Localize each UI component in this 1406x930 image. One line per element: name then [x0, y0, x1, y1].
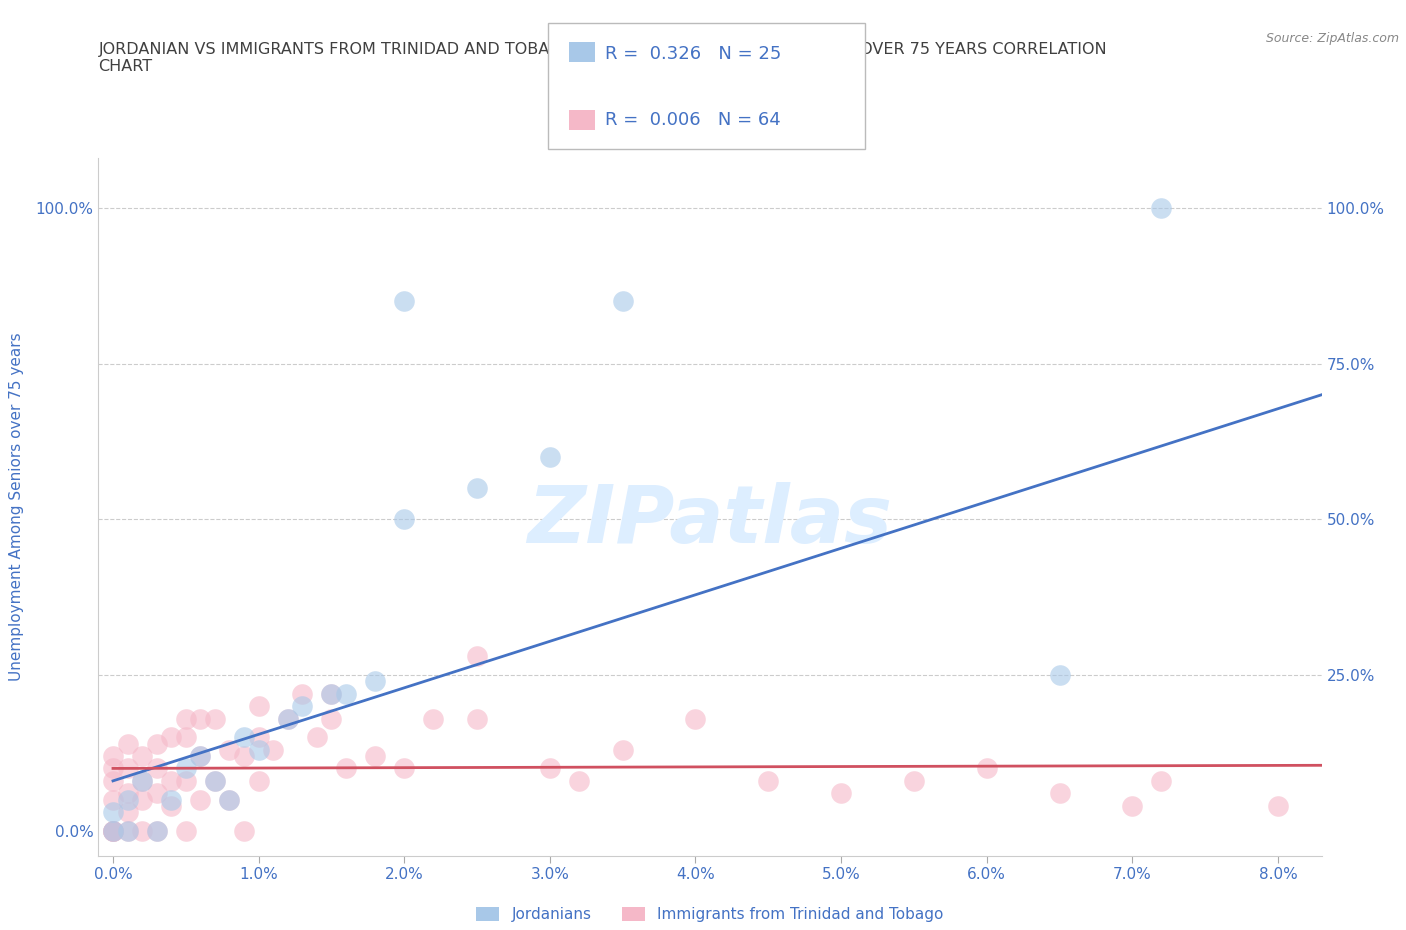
- Point: [465, 649, 488, 664]
- Text: ZIPatlas: ZIPatlas: [527, 482, 893, 560]
- Point: [117, 786, 139, 801]
- Point: [1049, 668, 1071, 683]
- Point: [218, 792, 240, 807]
- Point: [101, 823, 124, 838]
- Point: [1150, 774, 1173, 789]
- Y-axis label: Unemployment Among Seniors over 75 years: Unemployment Among Seniors over 75 years: [10, 333, 24, 681]
- Point: [160, 798, 183, 813]
- Point: [101, 804, 124, 819]
- Point: [101, 774, 124, 789]
- Point: [131, 792, 153, 807]
- Point: [160, 792, 183, 807]
- Point: [321, 711, 343, 726]
- Point: [538, 449, 561, 464]
- Point: [1267, 798, 1289, 813]
- Point: [233, 730, 256, 745]
- Point: [117, 736, 139, 751]
- Point: [174, 761, 197, 776]
- Point: [204, 711, 226, 726]
- Point: [321, 686, 343, 701]
- Point: [568, 774, 591, 789]
- Point: [160, 774, 183, 789]
- Point: [612, 742, 634, 757]
- Point: [903, 774, 925, 789]
- Point: [174, 730, 197, 745]
- Point: [305, 730, 328, 745]
- Point: [685, 711, 707, 726]
- Legend: Jordanians, Immigrants from Trinidad and Tobago: Jordanians, Immigrants from Trinidad and…: [471, 901, 949, 928]
- Point: [756, 774, 779, 789]
- Point: [538, 761, 561, 776]
- Point: [247, 774, 270, 789]
- Point: [612, 294, 634, 309]
- Point: [188, 749, 212, 764]
- Point: [247, 730, 270, 745]
- Point: [145, 761, 167, 776]
- Point: [188, 792, 212, 807]
- Point: [131, 749, 153, 764]
- Point: [117, 792, 139, 807]
- Point: [364, 673, 387, 688]
- Point: [422, 711, 444, 726]
- Point: [117, 804, 139, 819]
- Point: [101, 792, 124, 807]
- Point: [291, 698, 314, 713]
- Point: [131, 774, 153, 789]
- Point: [247, 698, 270, 713]
- Point: [1150, 201, 1173, 216]
- Point: [233, 823, 256, 838]
- Point: [262, 742, 284, 757]
- Point: [335, 761, 357, 776]
- Point: [218, 792, 240, 807]
- Point: [277, 711, 299, 726]
- Point: [174, 711, 197, 726]
- Point: [174, 823, 197, 838]
- Point: [131, 823, 153, 838]
- Point: [392, 294, 416, 309]
- Point: [101, 749, 124, 764]
- Point: [145, 823, 167, 838]
- Point: [465, 481, 488, 496]
- Text: JORDANIAN VS IMMIGRANTS FROM TRINIDAD AND TOBAGO UNEMPLOYMENT AMONG SENIORS OVER: JORDANIAN VS IMMIGRANTS FROM TRINIDAD AN…: [98, 42, 1107, 74]
- Point: [392, 761, 416, 776]
- Point: [392, 512, 416, 526]
- Point: [204, 774, 226, 789]
- Point: [277, 711, 299, 726]
- Point: [830, 786, 852, 801]
- Point: [247, 742, 270, 757]
- Text: Source: ZipAtlas.com: Source: ZipAtlas.com: [1265, 32, 1399, 45]
- Point: [117, 761, 139, 776]
- Point: [291, 686, 314, 701]
- Point: [218, 742, 240, 757]
- Point: [335, 686, 357, 701]
- Point: [1121, 798, 1143, 813]
- Point: [101, 823, 124, 838]
- Point: [101, 823, 124, 838]
- Point: [188, 749, 212, 764]
- Point: [465, 711, 488, 726]
- Point: [145, 823, 167, 838]
- Point: [188, 711, 212, 726]
- Point: [101, 823, 124, 838]
- Point: [160, 730, 183, 745]
- Point: [321, 686, 343, 701]
- Point: [117, 823, 139, 838]
- Point: [145, 736, 167, 751]
- Point: [364, 749, 387, 764]
- Point: [204, 774, 226, 789]
- Text: R =  0.006   N = 64: R = 0.006 N = 64: [605, 111, 780, 129]
- Point: [174, 774, 197, 789]
- Point: [976, 761, 998, 776]
- Point: [1049, 786, 1071, 801]
- Point: [131, 774, 153, 789]
- Point: [101, 823, 124, 838]
- Point: [233, 749, 256, 764]
- Point: [117, 823, 139, 838]
- Text: R =  0.326   N = 25: R = 0.326 N = 25: [605, 45, 780, 63]
- Point: [145, 786, 167, 801]
- Point: [101, 761, 124, 776]
